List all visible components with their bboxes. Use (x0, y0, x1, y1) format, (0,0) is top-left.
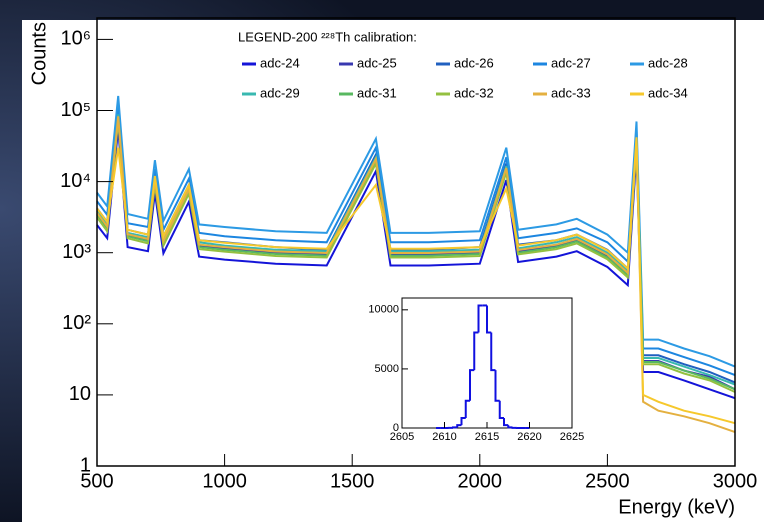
histogram-bin (456, 424, 462, 428)
x-tick-label: 3000 (713, 470, 758, 492)
histogram-bin (503, 417, 509, 427)
inset-x-tick-label: 2620 (517, 431, 541, 443)
legend-label: adc-28 (648, 55, 688, 70)
legend-label: adc-29 (260, 85, 300, 100)
series-line (96, 137, 736, 425)
inset-y-tick-label: 0 (393, 422, 399, 434)
x-tick-label: 500 (80, 470, 113, 492)
histogram-bin (477, 304, 483, 333)
x-tick-label: 1500 (330, 470, 375, 492)
histogram-bin (507, 425, 513, 429)
legend-label: adc-33 (551, 85, 591, 100)
inset-y-tick-label: 5000 (375, 363, 399, 375)
inset-x-tick-label: 2615 (475, 431, 499, 443)
legend-label: adc-32 (454, 85, 494, 100)
legend-label: adc-34 (648, 85, 688, 100)
histogram-bin (452, 426, 458, 429)
histogram-bin (494, 370, 500, 402)
x-tick-label: 2000 (458, 470, 503, 492)
y-tick-label: 10³ (62, 241, 91, 263)
histogram-bin (464, 399, 470, 418)
x-tick-label: 1000 (202, 470, 247, 492)
legend-label: adc-27 (551, 55, 591, 70)
legend-label: adc-24 (260, 55, 300, 70)
histogram-bin (486, 305, 492, 334)
y-tick-label: 10² (62, 312, 91, 334)
legend-label: adc-31 (357, 85, 397, 100)
plot-frame (96, 17, 736, 467)
histogram-bin (490, 332, 496, 372)
histogram-bin (511, 426, 517, 429)
x-axis-title: Energy (keV) (618, 496, 735, 518)
histogram-bin (460, 416, 466, 426)
inset-x-tick-label: 2605 (390, 431, 414, 443)
y-tick-label: 10 (69, 383, 91, 405)
legend-title: LEGEND-200 ²²⁸Th calibration: (238, 29, 417, 44)
x-tick-label: 2500 (585, 470, 630, 492)
y-tick-label: 10⁶ (61, 28, 91, 50)
inset-y-tick-label: 10000 (368, 304, 399, 316)
histogram-bin (469, 369, 475, 401)
y-axis-title: Counts (28, 22, 50, 85)
y-tick-label: 1 (80, 454, 91, 476)
legend-label: adc-26 (454, 55, 494, 70)
y-tick-label: 10⁵ (60, 99, 91, 121)
legend-label: adc-25 (357, 55, 397, 70)
histogram-bin (473, 331, 479, 371)
inset-x-tick-label: 2610 (432, 431, 456, 443)
inset-x-tick-label: 2625 (560, 431, 584, 443)
y-tick-label: 10⁴ (60, 170, 91, 192)
histogram-bin (498, 400, 504, 419)
